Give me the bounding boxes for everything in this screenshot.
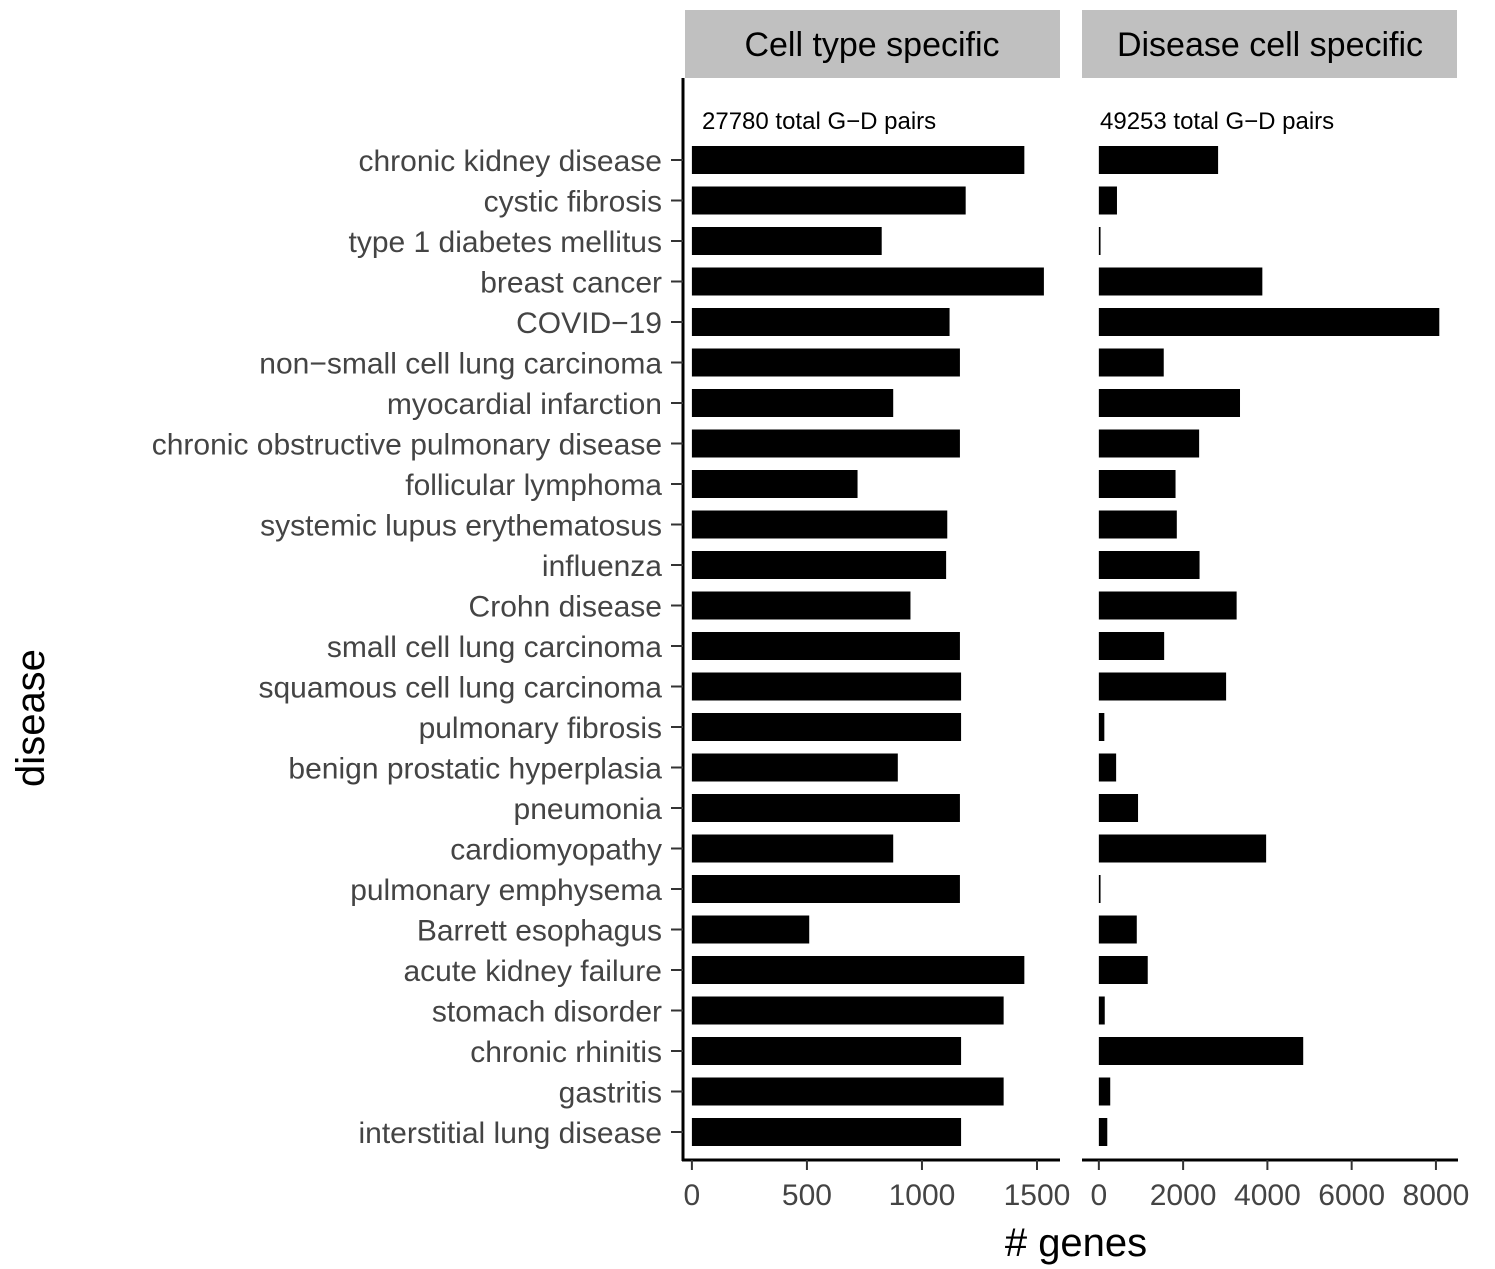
bar-cell-type	[691, 1077, 1004, 1106]
category-label: type 1 diabetes mellitus	[348, 226, 662, 259]
bar-cell-type	[691, 1037, 962, 1065]
category-label: interstitial lung disease	[358, 1117, 662, 1150]
bar-cell-type	[691, 470, 858, 498]
bar-disease-cell	[1098, 1077, 1111, 1106]
category-label: gastritis	[559, 1077, 662, 1110]
bar-disease-cell	[1098, 551, 1200, 579]
bar-disease-cell	[1098, 348, 1164, 377]
bar-cell-type	[691, 1118, 962, 1146]
bar-cell-type	[691, 713, 962, 741]
bar-disease-cell	[1098, 267, 1263, 296]
category-label: follicular lymphoma	[405, 469, 662, 502]
bar-disease-cell	[1098, 834, 1267, 863]
bar-disease-cell	[1098, 915, 1137, 944]
category-label: pulmonary emphysema	[350, 874, 662, 907]
bar-cell-type	[691, 632, 960, 660]
bar-cell-type	[691, 308, 950, 336]
y-axis-title: disease	[9, 649, 53, 787]
category-label: cystic fibrosis	[484, 186, 662, 219]
x-axis-title: # genes	[1005, 1221, 1147, 1265]
bar-disease-cell	[1098, 672, 1227, 701]
bar-disease-cell	[1098, 794, 1139, 822]
bar-disease-cell	[1098, 227, 1101, 255]
bar-cell-type	[691, 996, 1004, 1025]
category-label: Barrett esophagus	[417, 915, 662, 948]
panel-annotation-disease-cell: 49253 total G−D pairs	[1100, 108, 1334, 135]
bar-disease-cell	[1098, 308, 1440, 336]
bar-disease-cell	[1098, 1037, 1304, 1065]
strip-disease-cell-specific	[1082, 10, 1457, 78]
category-label: COVID−19	[516, 307, 662, 340]
category-label: influenza	[542, 550, 662, 583]
bar-cell-type	[691, 672, 962, 701]
bar-cell-type	[691, 551, 947, 579]
x-tick-label: 0	[1091, 1179, 1108, 1212]
x-tick-label: 1500	[1004, 1179, 1071, 1212]
bar-disease-cell	[1098, 956, 1148, 984]
bar-disease-cell	[1098, 632, 1165, 660]
bar-disease-cell	[1098, 429, 1200, 458]
x-ticks-layer: 0 500 1000 1500 0 2000 4000 6000 8000	[684, 1160, 1470, 1212]
category-label: Crohn disease	[469, 591, 662, 624]
category-label: small cell lung carcinoma	[327, 631, 662, 664]
bar-cell-type	[691, 389, 894, 417]
x-tick-label: 4000	[1234, 1179, 1301, 1212]
bar-disease-cell	[1098, 510, 1177, 539]
category-label: non−small cell lung carcinoma	[259, 348, 662, 381]
bar-disease-cell	[1098, 753, 1117, 782]
bar-disease-cell	[1098, 186, 1117, 215]
bar-cell-type	[691, 956, 1025, 984]
bar-cell-type	[691, 186, 966, 215]
strip-label-disease-cell-specific: Disease cell specific	[1117, 26, 1423, 64]
bar-disease-cell	[1098, 1118, 1108, 1146]
bar-disease-cell	[1098, 996, 1105, 1025]
strip-label-cell-type-specific: Cell type specific	[744, 26, 999, 64]
category-label: chronic obstructive pulmonary disease	[152, 429, 662, 462]
category-label: chronic rhinitis	[470, 1036, 662, 1069]
category-label: acute kidney failure	[404, 955, 663, 988]
category-label: breast cancer	[480, 267, 662, 300]
panel-annotation-cell-type: 27780 total G−D pairs	[702, 108, 936, 135]
bars-layer	[691, 146, 1440, 1146]
x-tick-label: 0	[684, 1179, 701, 1212]
bar-cell-type	[691, 915, 810, 944]
category-label: squamous cell lung carcinoma	[258, 672, 662, 705]
category-label: benign prostatic hyperplasia	[288, 753, 662, 786]
x-tick-label: 500	[782, 1179, 832, 1212]
bar-cell-type	[691, 267, 1044, 296]
bar-disease-cell	[1098, 591, 1237, 620]
category-labels-layer: chronic kidney disease cystic fibrosis typ…	[152, 145, 683, 1150]
bar-cell-type	[691, 348, 960, 377]
category-label: pneumonia	[514, 793, 663, 826]
category-label: myocardial infarction	[387, 388, 662, 421]
strip-cell-type-specific	[685, 10, 1060, 78]
bar-disease-cell	[1098, 389, 1241, 417]
category-label: systemic lupus erythematosus	[260, 510, 662, 543]
x-tick-label: 1000	[889, 1179, 956, 1212]
bar-cell-type	[691, 875, 960, 903]
bar-cell-type	[691, 753, 898, 782]
bar-disease-cell	[1098, 470, 1176, 498]
category-label: cardiomyopathy	[450, 834, 662, 867]
bar-cell-type	[691, 146, 1025, 174]
x-tick-label: 2000	[1150, 1179, 1217, 1212]
bar-cell-type	[691, 510, 948, 539]
bar-disease-cell	[1098, 146, 1219, 174]
bar-disease-cell	[1098, 875, 1101, 903]
bar-cell-type	[691, 429, 960, 458]
bar-cell-type	[691, 591, 911, 620]
bar-cell-type	[691, 794, 960, 822]
category-label: chronic kidney disease	[358, 145, 662, 178]
bar-cell-type	[691, 227, 882, 255]
category-label: pulmonary fibrosis	[419, 712, 662, 745]
x-tick-label: 6000	[1318, 1179, 1385, 1212]
bar-disease-cell	[1098, 713, 1105, 741]
category-label: stomach disorder	[432, 996, 662, 1029]
bar-cell-type	[691, 834, 894, 863]
x-tick-label: 8000	[1403, 1179, 1470, 1212]
